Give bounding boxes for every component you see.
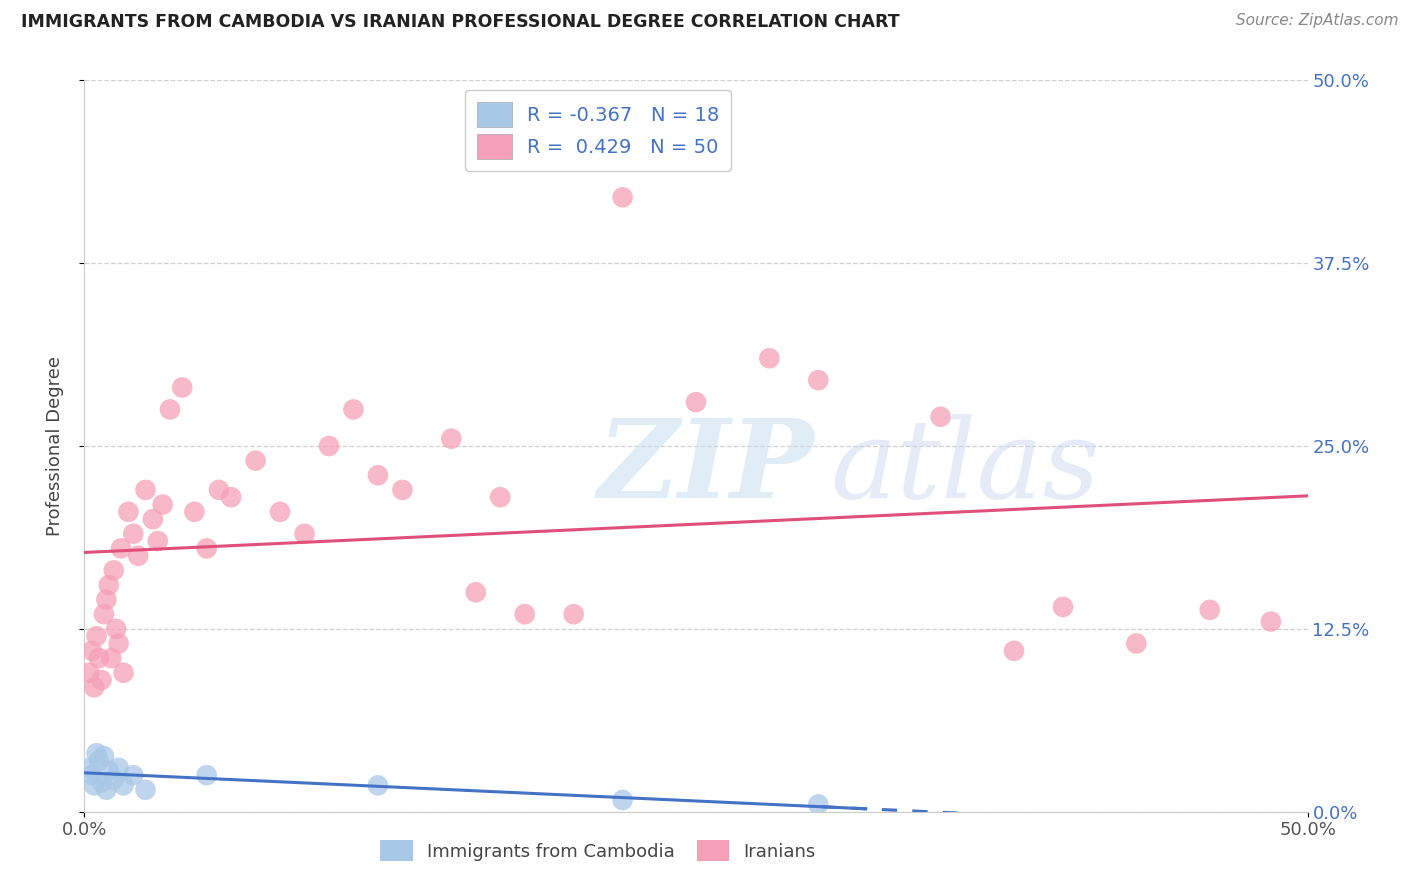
Point <box>107 761 129 775</box>
Point <box>612 190 634 204</box>
Point <box>90 775 112 789</box>
Point <box>342 402 364 417</box>
Point <box>93 607 115 622</box>
Point <box>159 402 181 417</box>
Point <box>80 768 103 782</box>
Point <box>83 681 105 695</box>
Point <box>1052 599 1074 614</box>
Point <box>391 483 413 497</box>
Point <box>103 563 125 577</box>
Point <box>77 761 100 775</box>
Point <box>489 490 512 504</box>
Point <box>105 622 128 636</box>
Point <box>929 409 952 424</box>
Point <box>117 505 139 519</box>
Point <box>1260 615 1282 629</box>
Point <box>86 629 108 643</box>
Point <box>146 534 169 549</box>
Point <box>208 483 231 497</box>
Point <box>1002 644 1025 658</box>
Point <box>1198 603 1220 617</box>
Point <box>612 793 634 807</box>
Point <box>269 505 291 519</box>
Point <box>110 541 132 556</box>
Point <box>807 373 830 387</box>
Point <box>87 651 110 665</box>
Point <box>245 453 267 467</box>
Legend: Immigrants from Cambodia, Iranians: Immigrants from Cambodia, Iranians <box>373 833 823 869</box>
Y-axis label: Professional Degree: Professional Degree <box>45 356 63 536</box>
Point <box>90 673 112 687</box>
Point <box>367 468 389 483</box>
Point <box>97 578 120 592</box>
Point <box>112 778 135 792</box>
Point <box>1125 636 1147 650</box>
Point <box>464 585 486 599</box>
Point <box>80 644 103 658</box>
Point <box>758 351 780 366</box>
Point <box>103 772 125 787</box>
Point <box>96 592 118 607</box>
Point <box>195 768 218 782</box>
Point <box>195 541 218 556</box>
Point <box>807 797 830 812</box>
Text: ZIP: ZIP <box>598 414 814 522</box>
Point <box>122 768 145 782</box>
Point <box>562 607 585 622</box>
Point <box>294 526 316 541</box>
Point <box>122 526 145 541</box>
Point <box>87 754 110 768</box>
Point <box>318 439 340 453</box>
Point <box>152 498 174 512</box>
Point <box>127 549 149 563</box>
Point <box>440 432 463 446</box>
Point <box>513 607 536 622</box>
Text: atlas: atlas <box>831 414 1099 522</box>
Text: IMMIGRANTS FROM CAMBODIA VS IRANIAN PROFESSIONAL DEGREE CORRELATION CHART: IMMIGRANTS FROM CAMBODIA VS IRANIAN PROF… <box>21 13 900 31</box>
Point <box>100 651 122 665</box>
Point <box>83 778 105 792</box>
Point <box>367 778 389 792</box>
Point <box>77 665 100 680</box>
Point <box>172 380 194 394</box>
Point <box>112 665 135 680</box>
Point <box>107 636 129 650</box>
Point <box>183 505 205 519</box>
Text: Source: ZipAtlas.com: Source: ZipAtlas.com <box>1236 13 1399 29</box>
Point <box>135 782 157 797</box>
Point <box>685 395 707 409</box>
Point <box>86 746 108 760</box>
Point <box>93 749 115 764</box>
Point <box>142 512 165 526</box>
Point <box>135 483 157 497</box>
Point <box>219 490 242 504</box>
Point <box>97 764 120 778</box>
Point <box>96 782 118 797</box>
